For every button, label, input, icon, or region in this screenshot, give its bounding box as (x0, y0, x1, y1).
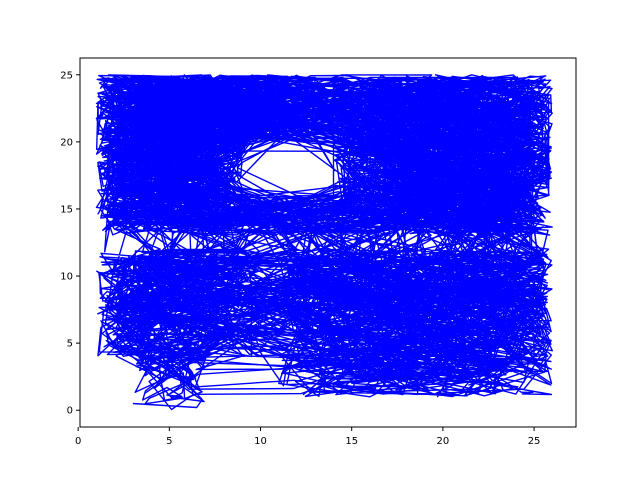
y-tick-label: 5 (67, 339, 73, 350)
series-line-segment (99, 75, 552, 397)
x-tick-label: 25 (528, 436, 541, 447)
plot-area (95, 74, 553, 411)
y-tick-label: 10 (60, 272, 73, 283)
x-tick-label: 5 (166, 436, 172, 447)
y-tick-label: 20 (60, 137, 73, 148)
y-tick-label: 15 (60, 204, 73, 215)
y-axis: 0 5 10 15 20 25 (60, 70, 80, 417)
y-tick-label: 0 (67, 406, 73, 417)
x-axis: 0 5 10 15 20 25 (75, 427, 540, 447)
x-tick-label: 15 (345, 436, 358, 447)
x-tick-label: 10 (254, 436, 267, 447)
plot-frame (79, 57, 577, 428)
series-line-segment (112, 86, 288, 235)
series-line-segment (97, 74, 552, 411)
x-tick-label: 0 (75, 436, 81, 447)
x-tick-label: 20 (437, 436, 450, 447)
y-tick-label: 25 (60, 70, 73, 81)
series-layer (95, 74, 553, 411)
